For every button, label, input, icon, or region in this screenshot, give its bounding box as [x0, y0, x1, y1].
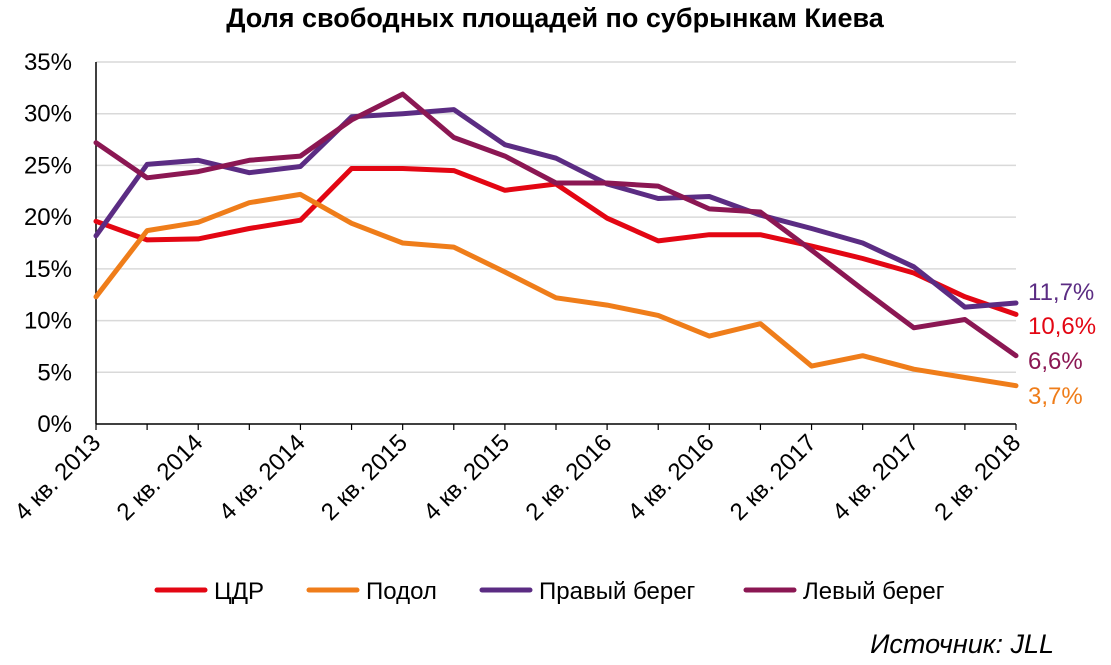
y-tick-label: 35%	[24, 49, 72, 76]
series-line-3	[93, 107, 1019, 310]
end-label-2: 3,7%	[1028, 383, 1083, 410]
end-labels: 10,6% 3,7% 11,7% 6,6%	[1028, 279, 1096, 410]
y-tick-label: 20%	[24, 204, 72, 231]
legend: ЦДР Подол Правый берег Левый берег	[154, 578, 945, 605]
chart-title: Доля свободных площадей по субрынкам Кие…	[226, 3, 885, 33]
legend-label-3: Правый берег	[539, 578, 696, 605]
x-tick-label: 2 кв. 2017	[725, 429, 822, 526]
x-tick-label: 4 кв. 2017	[827, 429, 924, 526]
x-tick-label: 2 кв. 2018	[929, 429, 1026, 526]
legend-label-2: Подол	[366, 578, 437, 605]
end-label-3: 11,7%	[1028, 279, 1094, 306]
x-tick-label: 4 кв. 2016	[623, 429, 720, 526]
y-tick-labels: 0% 5% 10% 15% 20% 25% 30% 35%	[24, 49, 72, 438]
y-tick-label: 10%	[24, 308, 72, 335]
x-tick-labels: 4 кв. 2013 2 кв. 2014 4 кв. 2014 2 кв. 2015…	[9, 429, 1026, 526]
series-line-1	[93, 166, 1019, 317]
y-tick-label: 30%	[24, 101, 72, 128]
series-lines	[93, 91, 1019, 389]
end-label-1: 10,6%	[1028, 313, 1096, 340]
x-tick-label: 2 кв. 2015	[316, 429, 413, 526]
x-tick-label: 4 кв. 2014	[214, 429, 311, 526]
x-tick-label: 4 кв. 2015	[418, 429, 515, 526]
axes	[95, 62, 1017, 430]
grid	[96, 61, 1016, 374]
x-tick-label: 2 кв. 2014	[112, 429, 209, 526]
x-tick-label: 4 кв. 2013	[9, 429, 106, 526]
source-note: Источник: JLL	[870, 629, 1054, 659]
y-tick-label: 0%	[37, 411, 72, 438]
y-tick-label: 5%	[37, 359, 72, 386]
y-tick-label: 25%	[24, 152, 72, 179]
series-line-2	[93, 191, 1019, 389]
x-tick-label: 2 кв. 2016	[520, 429, 617, 526]
legend-label-4: Левый берег	[803, 578, 945, 605]
end-label-4: 6,6%	[1028, 348, 1083, 375]
legend-label-1: ЦДР	[214, 578, 264, 605]
series-line-4	[93, 91, 1019, 359]
y-tick-label: 15%	[24, 256, 72, 283]
